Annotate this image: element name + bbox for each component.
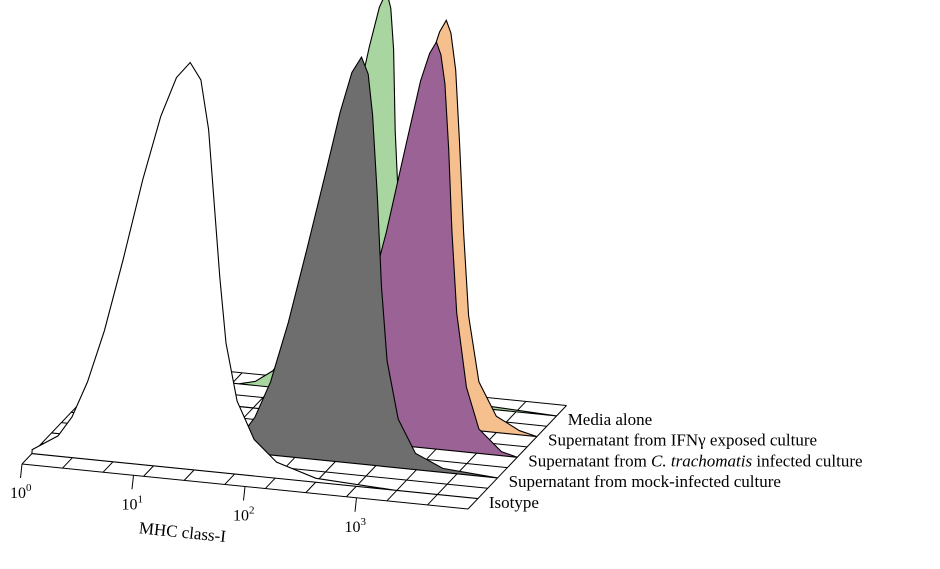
x-tick-label: 100 xyxy=(10,482,32,502)
x-tick-label: 103 xyxy=(345,516,367,536)
x-tick-mark xyxy=(131,475,134,490)
series-label-c-trachomatis: Supernatant from C. trachomatis infected… xyxy=(528,451,862,470)
x-axis-label: MHC class-I xyxy=(138,518,227,546)
x-tick-label: 102 xyxy=(233,505,255,525)
series-labels: Isotype Supernatant from mock-infected c… xyxy=(489,410,863,512)
series-label-isotype: Isotype xyxy=(489,493,539,512)
series-label-media-alone: Media alone xyxy=(568,410,653,429)
x-tick-mark xyxy=(243,486,246,501)
series-layer xyxy=(31,0,557,500)
series-trace-isotype xyxy=(31,61,478,500)
x-axis-ticks: 100 101 102 103 xyxy=(10,463,367,536)
x-tick-mark xyxy=(20,463,23,479)
series-label-mock: Supernatant from mock-infected culture xyxy=(509,472,781,491)
x-tick-label: 101 xyxy=(122,493,144,513)
x-tick-mark xyxy=(354,497,357,512)
series-label-ifng: Supernatant from IFNγ exposed culture xyxy=(548,431,817,450)
